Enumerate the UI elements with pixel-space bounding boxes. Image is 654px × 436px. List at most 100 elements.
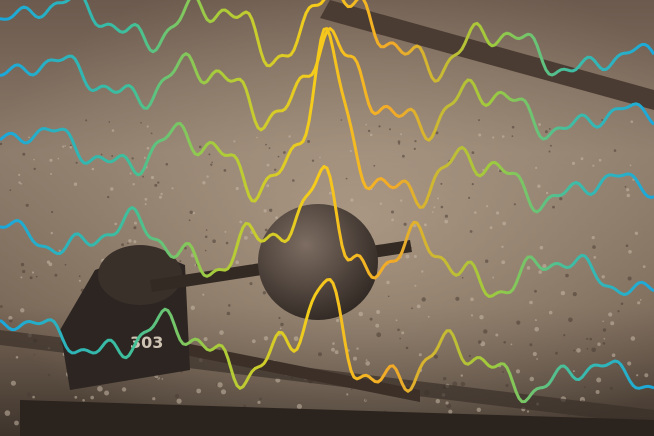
pebble (50, 231, 53, 235)
pebble (399, 337, 402, 340)
pebble (97, 386, 103, 392)
pebble (589, 337, 592, 341)
pebble (365, 123, 368, 126)
pebble (630, 120, 634, 123)
pebble (25, 203, 29, 207)
pebble (144, 197, 148, 201)
pebble (386, 280, 390, 285)
pebble (625, 244, 629, 247)
pebble (9, 189, 12, 192)
pebble (262, 291, 267, 295)
pebble (620, 302, 624, 306)
pebble (157, 181, 160, 184)
pebble (423, 223, 427, 227)
pebble (202, 293, 205, 296)
pebble (296, 403, 302, 410)
waves (0, 0, 654, 404)
pebble (358, 311, 364, 317)
pebble (391, 218, 394, 222)
pebble (292, 179, 295, 182)
pebble (596, 377, 602, 383)
pebble (10, 410, 17, 416)
pebble (131, 157, 134, 160)
pebble (601, 119, 604, 121)
pebble (598, 158, 602, 162)
pebble (204, 235, 208, 239)
pebble (20, 276, 23, 279)
pebble (414, 140, 417, 143)
pebble (75, 161, 78, 164)
rod (170, 340, 420, 402)
pebble (345, 177, 348, 180)
pebble (114, 222, 117, 226)
pebble (495, 333, 499, 337)
pebble (440, 182, 443, 185)
pebble (133, 226, 137, 230)
pebble (346, 393, 349, 396)
pebble (626, 188, 630, 192)
pebble (111, 129, 115, 132)
pebble (256, 136, 258, 139)
pebble (152, 397, 156, 401)
pebble (572, 292, 577, 297)
pebble (470, 297, 474, 302)
pebble (190, 305, 195, 310)
pebble (610, 321, 615, 326)
pebble (542, 264, 547, 269)
pebble (18, 181, 21, 184)
pebble (235, 260, 239, 265)
pebble (572, 370, 575, 373)
pebble (279, 327, 282, 330)
pebble (275, 216, 279, 220)
pebble (536, 358, 538, 360)
pebble (220, 389, 227, 395)
pebble (184, 246, 187, 250)
pebble (592, 245, 596, 249)
pebble (510, 343, 513, 346)
pebble (107, 195, 110, 199)
pebble (505, 383, 509, 388)
pebble (133, 240, 137, 244)
pebble (288, 135, 291, 138)
pebble (307, 140, 311, 143)
pebble (349, 149, 352, 153)
pebble (609, 386, 613, 390)
pebble (511, 125, 515, 129)
pebble (143, 156, 146, 159)
pebble (532, 351, 537, 357)
pebble (20, 182, 23, 185)
pebble (353, 356, 357, 361)
pebble (150, 132, 153, 135)
pebble (22, 152, 26, 156)
pebble (58, 249, 61, 252)
pebble (535, 166, 538, 169)
pebble (378, 125, 381, 128)
pebble (91, 167, 95, 171)
pebble (435, 399, 440, 404)
pebble (57, 157, 60, 160)
pebble (226, 311, 231, 316)
pebble (217, 382, 223, 388)
pebble (82, 399, 85, 402)
pebble (311, 159, 315, 162)
pebble (545, 130, 548, 134)
pebble (636, 374, 639, 377)
pebble (364, 398, 367, 401)
pebble (414, 284, 417, 287)
pebble (405, 254, 410, 259)
pebble (257, 400, 261, 404)
pebble (144, 203, 147, 206)
pebble (4, 410, 11, 416)
pebble (29, 276, 33, 280)
pebble (486, 205, 489, 208)
pebble (433, 354, 438, 359)
rail-back (320, 0, 654, 110)
pebble (165, 163, 169, 166)
pebble (389, 128, 391, 131)
pebble (179, 260, 182, 263)
pebble (501, 260, 506, 265)
pebble (318, 352, 322, 357)
pebble (228, 304, 231, 307)
pebble (176, 398, 182, 404)
